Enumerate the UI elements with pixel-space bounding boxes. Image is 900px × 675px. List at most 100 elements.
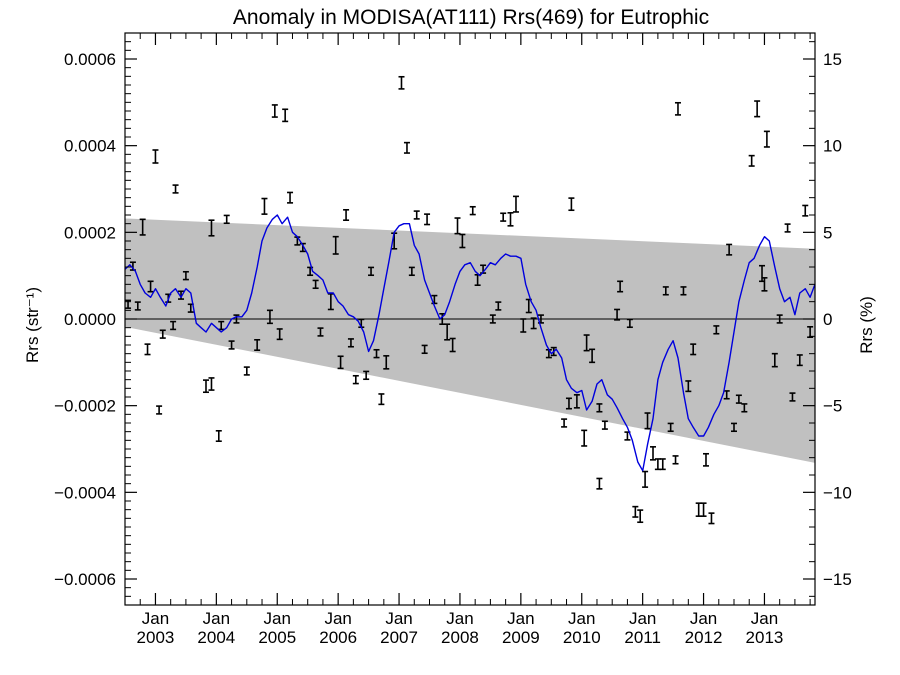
observation-errorbar — [347, 338, 354, 348]
observation-errorbar — [444, 323, 451, 341]
observation-errorbar — [449, 337, 456, 353]
y-tick-label-left: 0.0002 — [64, 223, 116, 242]
confidence-envelope-layer — [125, 218, 815, 463]
observation-errorbar — [771, 352, 778, 368]
observation-errorbar — [650, 446, 657, 461]
observation-errorbar — [408, 266, 415, 277]
observation-errorbar — [261, 197, 268, 215]
observation-errorbar — [741, 403, 748, 413]
x-tick-label-year: 2013 — [746, 628, 784, 647]
x-tick-label-month: Jan — [203, 609, 230, 628]
x-tick-label-month: Jan — [690, 609, 717, 628]
observation-errorbar — [337, 355, 344, 370]
observation-errorbar — [459, 233, 466, 249]
observation-errorbar — [172, 184, 179, 194]
observation-errorbar — [431, 294, 438, 305]
observation-errorbar — [667, 422, 674, 433]
x-tick-label-month: Jan — [142, 609, 169, 628]
observation-errorbar — [512, 195, 519, 213]
observation-errorbar — [642, 470, 649, 488]
observation-errorbar — [413, 210, 420, 220]
x-tick-label-year: 2011 — [624, 628, 661, 647]
x-tick-label-month: Jan — [446, 609, 473, 628]
observation-errorbar — [662, 286, 669, 296]
x-tick-label-year: 2006 — [319, 628, 357, 647]
observation-errorbar — [287, 191, 294, 204]
running-mean-line — [124, 214, 816, 472]
observation-errorbar — [469, 205, 476, 216]
observation-errorbar — [581, 429, 588, 447]
observation-errorbar — [748, 154, 755, 167]
observation-errorbar — [327, 293, 334, 311]
observation-errorbar — [754, 100, 761, 118]
observation-errorbar — [708, 512, 715, 525]
observation-errorbar — [637, 509, 644, 524]
observation-errorbar — [266, 309, 273, 325]
y-tick-label-right: 10 — [823, 137, 842, 156]
observation-errorbar — [363, 370, 370, 381]
observation-errorbar — [702, 452, 709, 467]
observation-errorbar — [601, 420, 608, 430]
x-tick-label-year: 2010 — [563, 628, 601, 647]
observation-errorbar — [713, 325, 720, 335]
x-tick-label-year: 2003 — [137, 628, 175, 647]
observation-errorbar — [343, 209, 350, 221]
observation-errorbar — [589, 348, 596, 364]
observation-errorbar — [632, 505, 639, 518]
observation-errorbar — [489, 314, 496, 324]
observation-errorbar — [776, 314, 783, 324]
observation-errorbar — [530, 317, 537, 330]
y-tick-label-left: −0.0002 — [54, 397, 116, 416]
y-tick-label-right: 0 — [823, 310, 832, 329]
observation-errorbar — [500, 212, 507, 222]
observation-errorbar — [139, 218, 146, 236]
observation-errorbar — [796, 354, 803, 367]
y-tick-label-right: 15 — [823, 50, 842, 69]
running-mean-layer — [124, 214, 816, 472]
x-tick-label-month: Jan — [264, 609, 291, 628]
observation-errorbar — [495, 301, 502, 311]
x-tick-label-year: 2007 — [380, 628, 418, 647]
observations-layer — [125, 75, 814, 525]
observation-errorbar — [276, 328, 283, 341]
observation-errorbar — [583, 334, 590, 352]
observation-errorbar — [723, 390, 730, 400]
x-tick-label-year: 2012 — [685, 628, 723, 647]
observation-errorbar — [784, 223, 791, 233]
observation-errorbar — [215, 429, 222, 443]
observation-errorbar — [659, 458, 666, 471]
y-axis-label-left: Rrs (str⁻¹) — [23, 287, 42, 363]
observation-errorbar — [223, 214, 230, 225]
observation-errorbar — [271, 104, 278, 118]
observation-errorbar — [159, 329, 166, 339]
x-tick-label-year: 2009 — [502, 628, 540, 647]
observation-errorbar — [735, 394, 742, 404]
observation-errorbar — [254, 338, 261, 352]
observation-errorbar — [373, 348, 380, 359]
observation-errorbar — [596, 403, 603, 413]
observation-errorbar — [368, 266, 375, 277]
observation-errorbar — [243, 366, 250, 376]
observation-errorbar — [156, 405, 163, 415]
observation-errorbar — [685, 380, 692, 393]
x-tick-label-month: Jan — [629, 609, 656, 628]
observation-errorbar — [573, 394, 580, 409]
observation-errorbar — [726, 243, 733, 256]
observation-errorbar — [317, 327, 324, 337]
y-axis-label-right: Rrs (%) — [857, 296, 876, 354]
observation-errorbar — [378, 393, 385, 406]
y-tick-label-right: −5 — [823, 397, 842, 416]
observation-errorbar — [520, 318, 527, 333]
trend-envelope — [125, 218, 815, 463]
y-tick-label-right: 5 — [823, 223, 832, 242]
y-tick-label-right: −15 — [823, 570, 852, 589]
observation-errorbar — [731, 422, 738, 433]
observation-errorbar — [208, 219, 215, 237]
observation-errorbar — [674, 101, 681, 116]
chart-title: Anomaly in MODISA(AT111) Rrs(469) for Eu… — [233, 6, 709, 29]
y-tick-label-left: 0.0006 — [64, 50, 116, 69]
x-tick-label-month: Jan — [568, 609, 595, 628]
observation-errorbar — [644, 412, 651, 430]
observation-errorbar — [695, 502, 702, 517]
